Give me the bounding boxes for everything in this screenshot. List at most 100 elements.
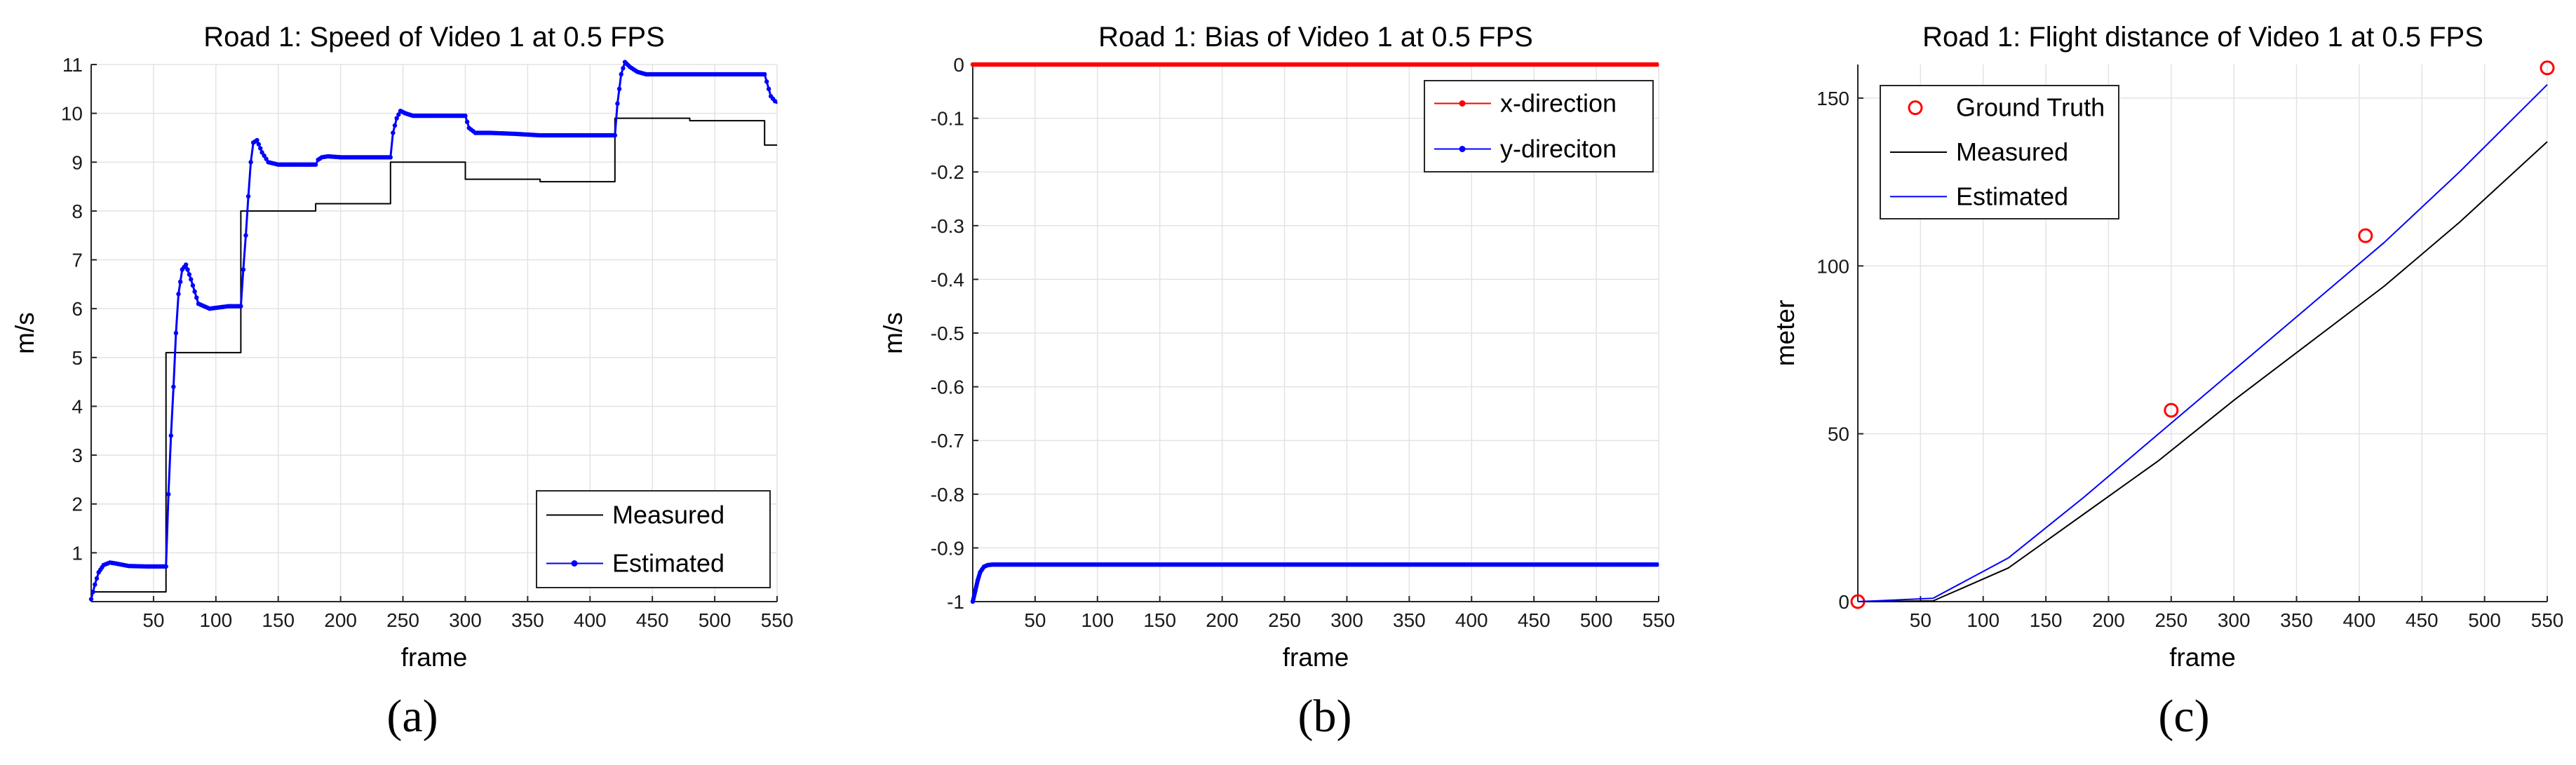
y-tick-label: -0.4 xyxy=(931,269,964,290)
series-marker-1 xyxy=(190,283,196,288)
x-tick-label: 200 xyxy=(2092,609,2125,631)
series-line-1 xyxy=(1857,141,2548,602)
series-marker-1 xyxy=(764,79,769,84)
x-tick-label: 150 xyxy=(262,609,295,631)
y-tick-label: 3 xyxy=(72,445,83,466)
y-tick-label: 1 xyxy=(72,542,83,564)
series-marker-1 xyxy=(464,119,470,125)
series-marker-1 xyxy=(194,295,199,300)
series-marker-1 xyxy=(192,289,197,295)
ground-truth-point xyxy=(2164,402,2179,418)
series-marker-1 xyxy=(616,86,622,92)
series-marker-1 xyxy=(256,142,262,147)
x-tick-label: 100 xyxy=(1081,609,1114,631)
series-marker-1 xyxy=(313,162,318,167)
x-tick-label: 550 xyxy=(2531,609,2564,631)
series-marker-1 xyxy=(259,150,264,155)
y-tick-label: -0.5 xyxy=(931,323,964,344)
chart-title: Road 1: Speed of Video 1 at 0.5 FPS xyxy=(203,22,665,53)
series-marker-1 xyxy=(391,130,396,135)
legend-marker xyxy=(571,560,578,567)
x-tick-label: 50 xyxy=(1024,609,1046,631)
series-marker-1 xyxy=(258,146,263,151)
x-tick-label: 350 xyxy=(2280,609,2313,631)
y-axis-label: m/s xyxy=(879,312,908,354)
series-marker-1 xyxy=(612,133,618,138)
series-marker-1 xyxy=(189,277,194,282)
x-tick-label: 300 xyxy=(1330,609,1363,631)
y-tick-label: -0.9 xyxy=(931,537,964,559)
series-marker-1 xyxy=(168,433,174,438)
x-tick-label: 550 xyxy=(1643,609,1675,631)
x-tick-label: 150 xyxy=(2030,609,2063,631)
x-tick-label: 50 xyxy=(142,609,164,631)
panel-speed: 50 100 150 200 250 300 350 400 450 500 550 1 2 3 4 5 6 7 8… xyxy=(0,0,858,765)
x-tick-label: 400 xyxy=(574,609,607,631)
x-tick-label: 100 xyxy=(199,609,232,631)
series-marker-1 xyxy=(388,155,393,160)
y-tick-label: 9 xyxy=(72,151,83,173)
legend-marker xyxy=(1459,100,1466,107)
x-tick-label: 350 xyxy=(1393,609,1426,631)
y-axis-label: m/s xyxy=(11,312,39,354)
series-marker-1 xyxy=(243,233,248,238)
series-marker-1 xyxy=(1654,562,1659,567)
x-tick-label: 250 xyxy=(2154,609,2187,631)
speed-chart: 50 100 150 200 250 300 350 400 450 500 550 1 2 3 4 5 6 7 8… xyxy=(11,22,793,672)
y-tick-label: -0.2 xyxy=(931,161,964,183)
y-tick-label: -0.6 xyxy=(931,377,964,398)
chart-title: Road 1: Flight distance of Video 1 at 0.… xyxy=(1922,22,2483,53)
distance-chart: 50 100 150 200 250 300 350 400 450 500 550 0 50 100 15… xyxy=(1771,22,2564,672)
series-marker-0 xyxy=(1654,62,1659,67)
series-marker-1 xyxy=(93,582,97,587)
series-marker-1 xyxy=(255,137,259,143)
series-marker-1 xyxy=(163,564,168,569)
y-tick-label: 150 xyxy=(1816,88,1849,109)
y-tick-label: 4 xyxy=(72,395,83,417)
series-marker-1 xyxy=(619,72,623,77)
x-tick-label: 450 xyxy=(2406,609,2439,631)
y-tick-label: 5 xyxy=(72,347,83,369)
series-marker-1 xyxy=(171,384,176,389)
x-tick-label: 300 xyxy=(449,609,482,631)
y-tick-label: -0.3 xyxy=(931,215,964,237)
y-tick-label: -1 xyxy=(947,591,964,613)
series-marker-1 xyxy=(392,123,398,128)
series-marker-1 xyxy=(177,279,183,285)
legend-marker xyxy=(1908,100,1923,116)
x-tick-label: 350 xyxy=(511,609,544,631)
series-marker-1 xyxy=(621,66,626,71)
x-tick-label: 250 xyxy=(1268,609,1301,631)
legend-label: Measured xyxy=(612,501,724,529)
series-marker-1 xyxy=(970,599,976,604)
legend-box xyxy=(536,490,771,588)
y-axis-label: meter xyxy=(1771,300,1800,367)
y-tick-label: 0 xyxy=(1838,591,1849,613)
x-tick-label: 500 xyxy=(2468,609,2501,631)
ground-truth-point xyxy=(2540,60,2555,76)
y-tick-label: -0.8 xyxy=(931,484,964,506)
legend-label: y-direciton xyxy=(1500,135,1617,163)
series-marker-1 xyxy=(762,72,767,77)
series-marker-1 xyxy=(241,267,246,272)
series-marker-1 xyxy=(772,99,778,104)
series-line-2 xyxy=(1857,83,2548,602)
y-tick-label: 0 xyxy=(953,54,964,76)
x-axis-label: frame xyxy=(401,643,468,672)
x-tick-label: 400 xyxy=(2343,609,2376,631)
series-marker-1 xyxy=(245,194,251,199)
legend-label: Ground Truth xyxy=(1956,93,2105,122)
legend-label: Estimated xyxy=(612,549,724,578)
series-marker-1 xyxy=(88,597,94,602)
x-tick-label: 500 xyxy=(699,609,731,631)
y-tick-label: 50 xyxy=(1828,424,1849,445)
x-tick-label: 150 xyxy=(1143,609,1176,631)
series-marker-1 xyxy=(264,156,269,161)
x-tick-label: 450 xyxy=(1518,609,1551,631)
ground-truth-point xyxy=(2358,228,2373,243)
series-marker-1 xyxy=(396,112,401,117)
y-tick-label: 2 xyxy=(72,494,83,515)
panel-distance: 50 100 150 200 250 300 350 400 450 500 550 0 50 100 15… xyxy=(1717,0,2576,765)
series-marker-1 xyxy=(90,589,95,595)
x-tick-label: 200 xyxy=(1206,609,1239,631)
